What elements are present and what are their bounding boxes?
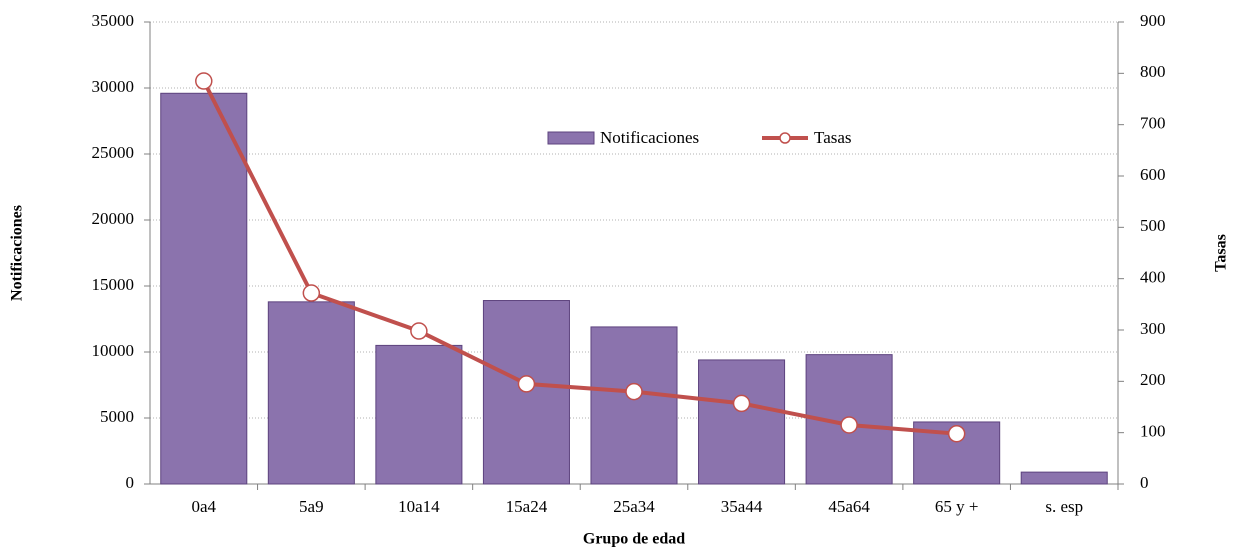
line-marker: [517, 375, 536, 393]
y2-tick-label: 100: [1140, 422, 1166, 441]
y-tick-label: 15000: [92, 275, 135, 294]
legend: Notificaciones Tasas: [547, 128, 852, 147]
y2-tick-label: 700: [1140, 114, 1166, 133]
bar: [698, 359, 786, 485]
y-tick-label: 0: [126, 473, 135, 492]
line-marker: [195, 72, 213, 90]
x-tick-label: 5a9: [299, 497, 324, 516]
y2-tick-label: 300: [1140, 319, 1166, 338]
line: [201, 80, 957, 436]
line-marker: [302, 284, 321, 302]
bar: [590, 326, 678, 485]
x-tick-label: 35a44: [721, 497, 763, 516]
x-tick-label: 45a64: [828, 497, 870, 516]
y2-tick-label: 900: [1140, 11, 1166, 30]
line-marker: [840, 416, 858, 434]
bar: [160, 92, 248, 485]
y2-tick-label: 500: [1140, 216, 1166, 235]
y2-tick-label: 0: [1140, 473, 1149, 492]
x-tick-label: 15a24: [506, 497, 548, 516]
y2-tick-label: 400: [1140, 268, 1166, 287]
line-marker: [732, 394, 751, 413]
y2-tick-label: 200: [1140, 370, 1166, 389]
bar: [1020, 471, 1108, 485]
x-tick-label: s. esp: [1045, 497, 1083, 516]
y-tick-label: 30000: [92, 77, 135, 96]
legend-label: Notificaciones: [600, 128, 699, 147]
line-marker: [410, 322, 428, 340]
y-tick-label: 10000: [92, 341, 135, 360]
x-tick-label: 0a4: [192, 497, 217, 516]
y-tick-label: 20000: [92, 209, 135, 228]
x-tick-label: 25a34: [613, 497, 655, 516]
legend-label: Tasas: [814, 128, 852, 147]
y2-axis-title: Tasas: [1213, 234, 1230, 272]
y-tick-label: 25000: [92, 143, 135, 162]
y2-tick-label: 800: [1140, 62, 1166, 81]
y-tick-label: 5000: [100, 407, 134, 426]
y-axis-title: Notificaciones: [9, 205, 26, 301]
line-marker: [625, 382, 643, 401]
y-tick-label: 35000: [92, 11, 135, 30]
x-axis-title: Grupo de edad: [583, 531, 685, 548]
legend-swatch-bar: [547, 131, 595, 145]
x-tick-label: 65 y +: [935, 497, 979, 516]
line-marker: [947, 424, 966, 443]
x-tick-label: 10a14: [398, 497, 440, 516]
legend-swatch-marker: [779, 132, 791, 144]
y2-tick-label: 600: [1140, 165, 1166, 184]
bar: [375, 344, 463, 485]
bar: [267, 301, 355, 485]
